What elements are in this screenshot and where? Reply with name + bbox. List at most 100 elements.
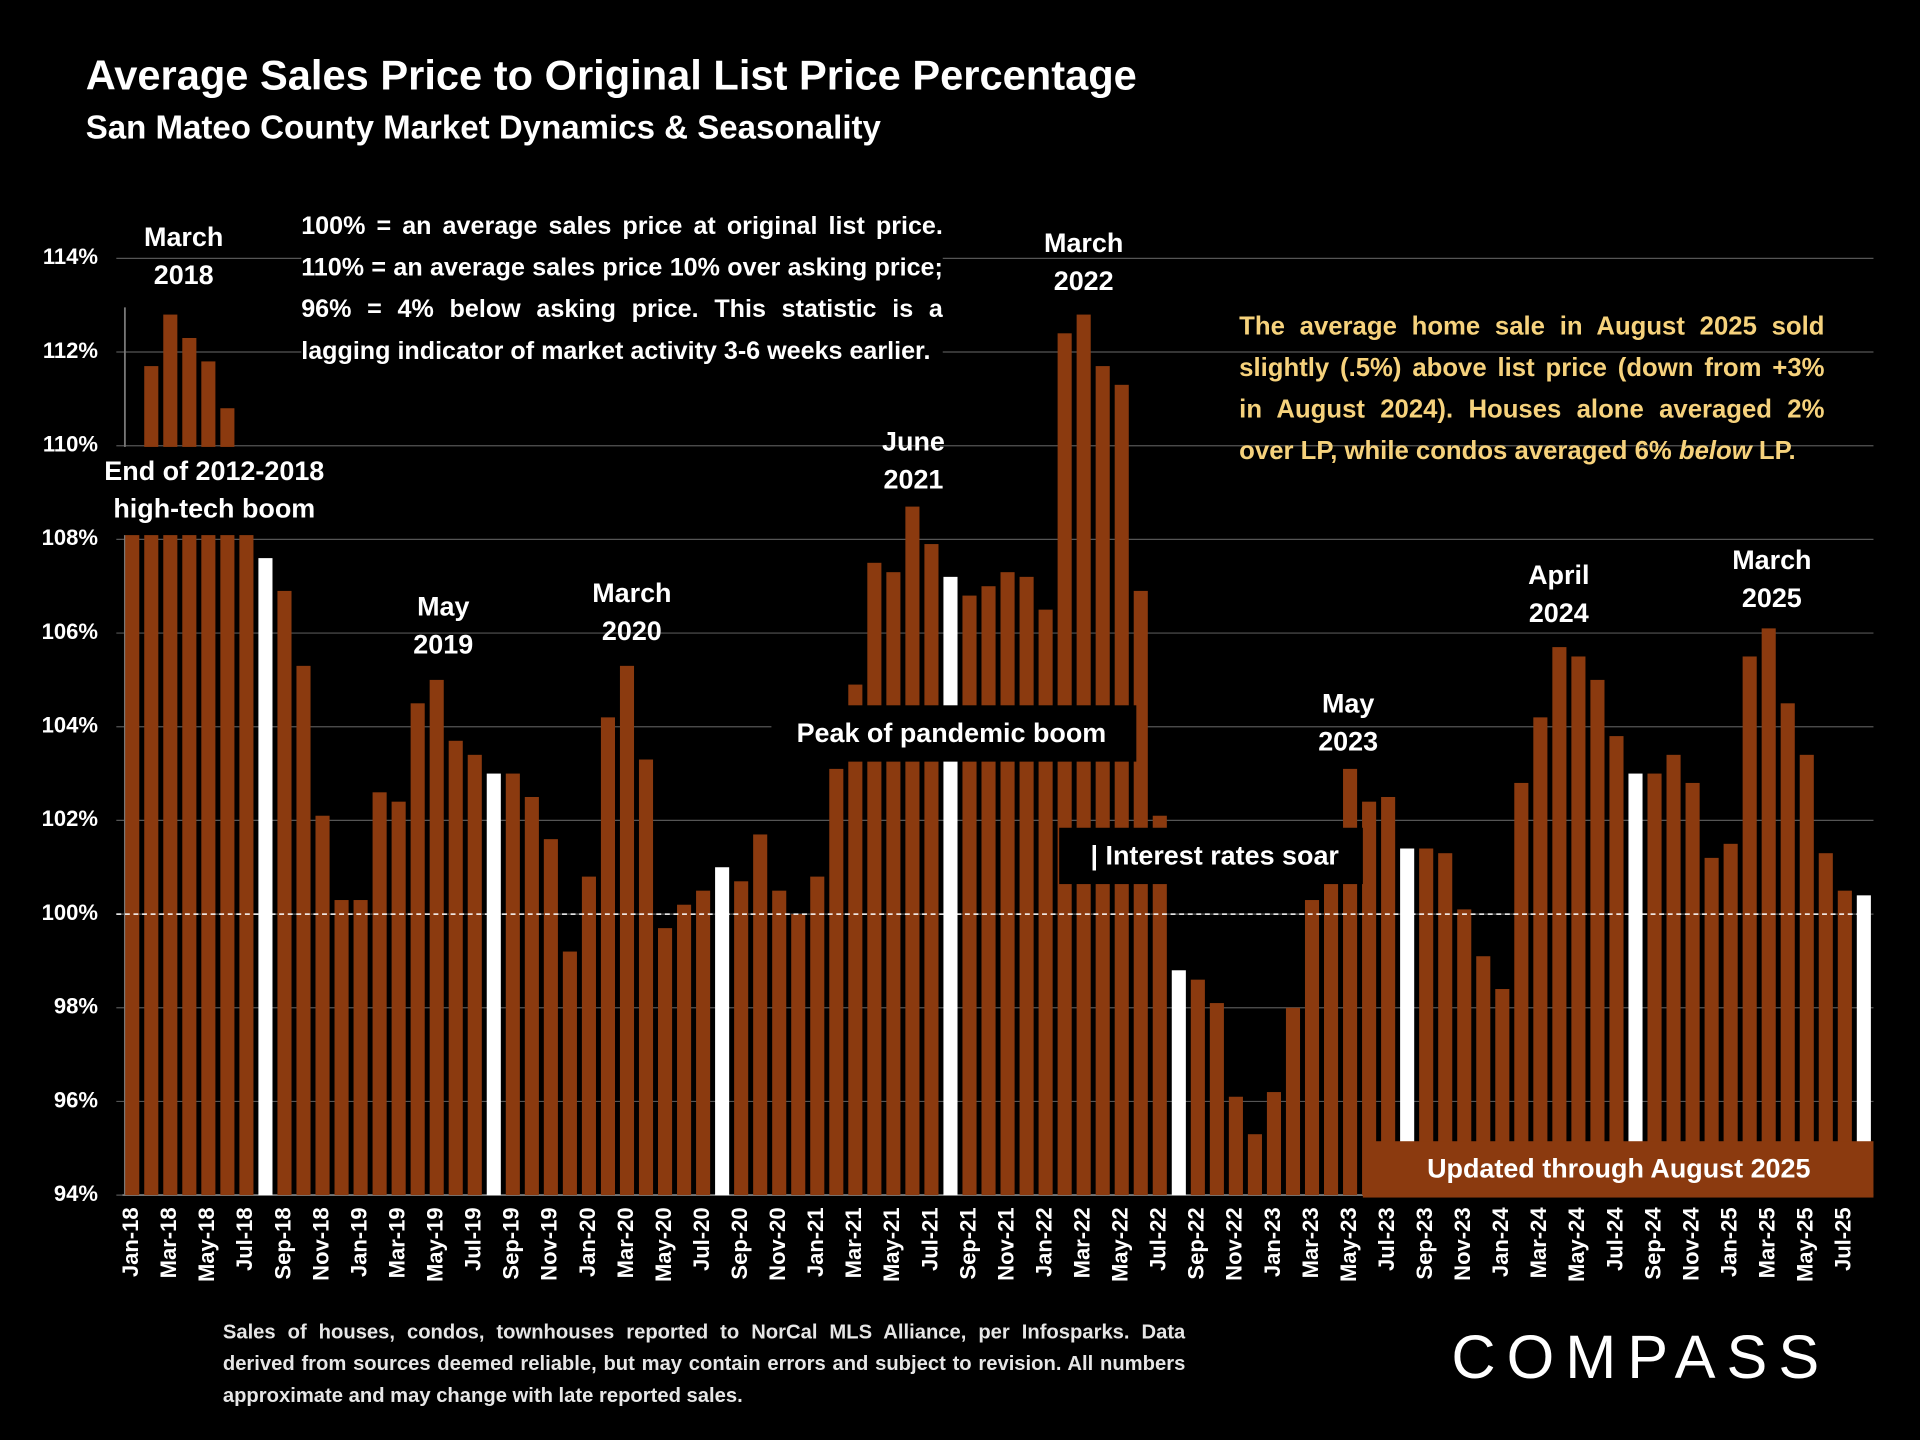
y-tick-label: 104% [42,713,99,738]
annotation: June [882,426,945,456]
annotation: 2019 [413,630,473,660]
annotation: 2023 [1318,726,1378,756]
bar [943,576,958,1196]
x-tick-label: Sep-24 [1640,1207,1665,1280]
callout-text: Peak of pandemic boom [797,718,1107,748]
bar [905,506,920,1196]
x-tick-label: Mar-20 [613,1207,638,1278]
bar [182,337,197,1196]
callout-text: End of 2012-2018 [104,456,324,486]
bar [1266,1092,1281,1196]
x-tick-label: Sep-23 [1412,1207,1437,1279]
bar [1457,909,1472,1196]
annotation: 2020 [602,616,662,646]
y-tick-label: 94% [54,1181,99,1206]
x-tick-label: Sep-21 [955,1207,980,1279]
bar [696,890,711,1196]
x-tick-label: Mar-25 [1755,1207,1780,1278]
bar [1818,853,1833,1196]
bar [810,876,825,1196]
bar [1761,628,1776,1196]
x-tick-label: Jan-21 [803,1207,828,1277]
bar [1400,848,1415,1196]
x-tick-label: Nov-24 [1678,1207,1703,1281]
bar [1362,801,1377,1196]
bar [1666,754,1681,1196]
bar [467,754,482,1196]
bar [677,904,692,1196]
x-tick-label: Jan-22 [1031,1207,1056,1277]
chart-subtitle: San Mateo County Market Dynamics & Seaso… [86,110,882,147]
bar [391,801,406,1196]
bar [163,314,178,1196]
bar [1381,796,1396,1196]
x-tick-label: Nov-21 [993,1207,1018,1280]
bar [258,558,273,1196]
x-tick-label: Sep-18 [270,1207,295,1279]
x-tick-label: Jan-23 [1260,1207,1285,1277]
y-tick-label: 96% [54,1087,99,1112]
bar [1419,848,1434,1196]
bar [220,408,235,1196]
highlight-note-box: The average home sale in August 2025 sol… [1239,312,1825,466]
annotation: April [1528,560,1589,590]
bar [867,562,882,1196]
bar [1114,384,1129,1196]
x-tick-label: May-20 [651,1207,676,1282]
bar [619,665,635,1196]
highlight-note-text: LP. [1751,437,1796,466]
annotation: May [417,592,469,622]
note-box: 100% = an average sales price at origina… [301,205,943,373]
y-tick-label: 112% [43,338,99,363]
bar [1533,717,1548,1196]
x-tick-label: Nov-18 [308,1207,333,1280]
x-tick-label: Jul-20 [689,1207,714,1271]
bar [1609,736,1624,1196]
bar [1209,1003,1224,1196]
bar [410,703,425,1196]
annotation: March [1044,228,1123,258]
bar [1590,679,1605,1196]
bar [924,544,939,1196]
bar [334,900,349,1196]
x-tick-label: Jan-24 [1488,1207,1513,1278]
bar [1095,366,1110,1196]
callout-box [1362,1141,1874,1198]
highlight-note-emphasis: below [1678,437,1752,466]
x-tick-label: Mar-23 [1298,1207,1323,1278]
x-tick-label: Jul-24 [1602,1207,1627,1271]
bar [600,717,615,1196]
x-tick-label: Mar-22 [1070,1207,1095,1278]
x-tick-label: Nov-23 [1450,1207,1475,1280]
bar [543,839,558,1196]
bar [1780,703,1795,1196]
y-tick-label: 100% [42,900,99,925]
bar [962,595,977,1196]
x-tick-label: Nov-22 [1222,1207,1247,1280]
annotation: 2022 [1054,266,1114,296]
annotation: 2024 [1529,598,1589,628]
x-tick-label: Jan-18 [118,1207,143,1277]
y-tick-label: 98% [54,994,99,1019]
annotation: 2018 [154,260,214,290]
bar [1799,754,1814,1196]
bar [1190,979,1205,1196]
bar [1228,1096,1243,1196]
bar [772,890,787,1196]
y-tick-label: 110% [43,432,99,457]
bar [829,768,844,1196]
bar [1704,857,1719,1196]
y-tick-label: 102% [42,806,99,831]
bar [562,951,577,1196]
highlight-note-text: The average home sale in August 2025 sol… [1239,312,1825,466]
plot-over: March 2018 May 2019 March 2020 June 2021 March 20… [97,222,1874,1198]
x-tick-label: May-19 [423,1207,448,1282]
bar [524,796,539,1196]
annotation: 2025 [1742,583,1802,613]
x-tick-label: Mar-21 [841,1207,866,1278]
bar [1647,773,1662,1196]
chart-title: Average Sales Price to Original List Pri… [86,51,1137,98]
callout-text: high-tech boom [113,494,315,524]
bar [581,876,596,1196]
x-tick-label: Jul-21 [917,1207,942,1271]
